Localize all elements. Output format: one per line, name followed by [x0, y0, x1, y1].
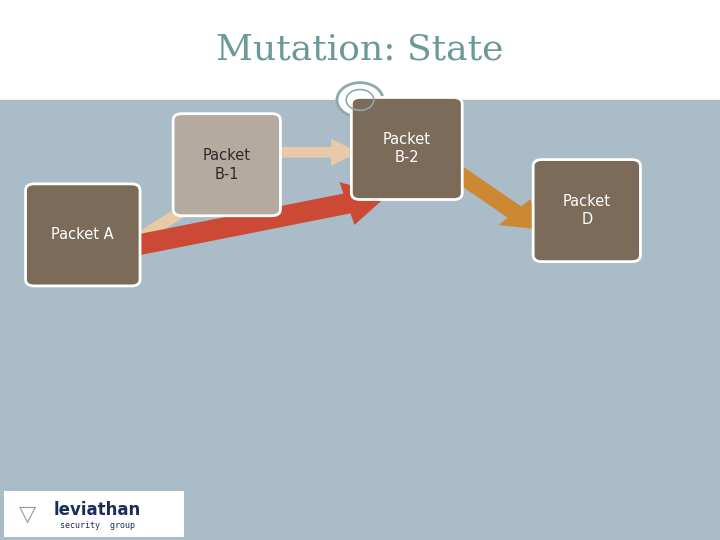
Circle shape [337, 83, 383, 117]
FancyBboxPatch shape [0, 0, 720, 100]
FancyBboxPatch shape [0, 100, 720, 540]
FancyBboxPatch shape [4, 491, 184, 537]
FancyBboxPatch shape [533, 160, 641, 261]
Polygon shape [103, 182, 387, 261]
FancyBboxPatch shape [173, 114, 280, 215]
Polygon shape [451, 167, 540, 230]
Text: Packet
B-1: Packet B-1 [203, 148, 251, 181]
FancyBboxPatch shape [26, 184, 140, 286]
Text: leviathan: leviathan [53, 501, 141, 519]
FancyBboxPatch shape [351, 98, 462, 200]
Text: Packet A: Packet A [52, 227, 114, 242]
Text: Mutation: State: Mutation: State [216, 33, 504, 67]
Text: security  group: security group [60, 521, 135, 530]
Text: Packet
B-2: Packet B-2 [383, 132, 431, 165]
Text: Packet
D: Packet D [563, 194, 611, 227]
Text: ▽: ▽ [19, 504, 36, 525]
Polygon shape [121, 190, 215, 252]
Polygon shape [277, 139, 359, 166]
